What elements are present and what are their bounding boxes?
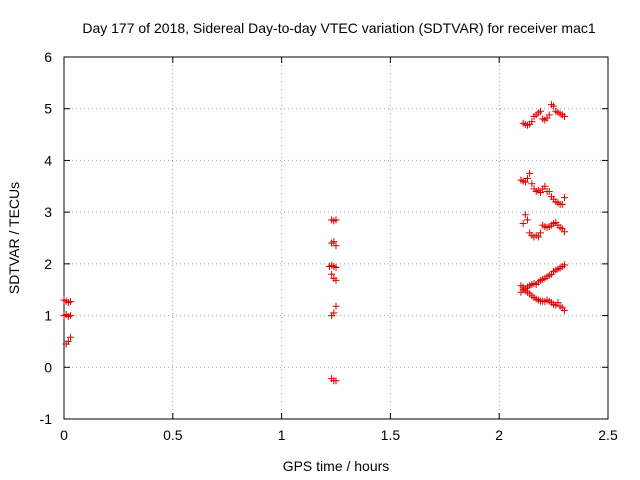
data-point — [560, 306, 568, 314]
x-tick-label: 1.5 — [381, 427, 401, 443]
grid-lines — [64, 57, 608, 419]
x-tick-label: 2.5 — [598, 427, 618, 443]
data-point — [330, 309, 338, 317]
data-point — [332, 263, 340, 271]
data-point — [521, 211, 529, 219]
data-point — [526, 169, 534, 177]
x-axis-label: GPS time / hours — [283, 458, 390, 474]
data-point — [332, 242, 340, 250]
plot-area-frame — [63, 56, 609, 420]
y-tick-label: 2 — [44, 256, 52, 272]
data-point — [541, 182, 549, 190]
data-point — [534, 233, 542, 241]
y-tick-label: 1 — [44, 308, 52, 324]
data-point — [545, 187, 553, 195]
data-point — [528, 118, 536, 126]
data-point — [332, 276, 340, 284]
data-point — [64, 337, 72, 345]
data-point — [545, 111, 553, 119]
data-points — [60, 101, 568, 385]
chart-title: Day 177 of 2018, Sidereal Day-to-day VTE… — [82, 20, 595, 36]
y-tick-label: 0 — [44, 359, 52, 375]
x-tick-label: 0.5 — [163, 427, 183, 443]
data-point — [537, 107, 545, 115]
data-point — [332, 377, 340, 385]
data-point — [560, 112, 568, 120]
data-point — [550, 102, 558, 110]
data-point — [537, 229, 545, 237]
data-point — [332, 216, 340, 224]
y-tick-label: -1 — [40, 411, 53, 427]
data-point — [67, 298, 75, 306]
data-point — [328, 270, 336, 278]
data-point — [67, 312, 75, 320]
data-point — [332, 302, 340, 310]
x-tick-label: 2 — [495, 427, 503, 443]
data-point — [554, 299, 562, 307]
y-tick-label: 6 — [44, 49, 52, 65]
axis-ticks: 0 0.5 1 1.5 2 2.5 -1 0 1 2 3 4 5 6 — [40, 49, 618, 443]
y-axis-label: SDTVAR / TECUs — [6, 182, 22, 294]
data-point — [330, 238, 338, 246]
x-tick-label: 0 — [60, 427, 68, 443]
data-point — [528, 180, 536, 188]
data-point — [67, 333, 75, 341]
y-tick-label: 4 — [44, 152, 52, 168]
data-point — [537, 188, 545, 196]
data-point — [560, 194, 568, 202]
y-tick-label: 3 — [44, 204, 52, 220]
data-point — [521, 178, 529, 186]
x-tick-label: 1 — [278, 427, 286, 443]
y-tick-label: 5 — [44, 101, 52, 117]
data-point — [519, 220, 527, 228]
data-point — [558, 200, 566, 208]
data-point — [523, 175, 531, 183]
data-point — [560, 261, 568, 269]
data-point — [523, 216, 531, 224]
data-point — [560, 228, 568, 236]
